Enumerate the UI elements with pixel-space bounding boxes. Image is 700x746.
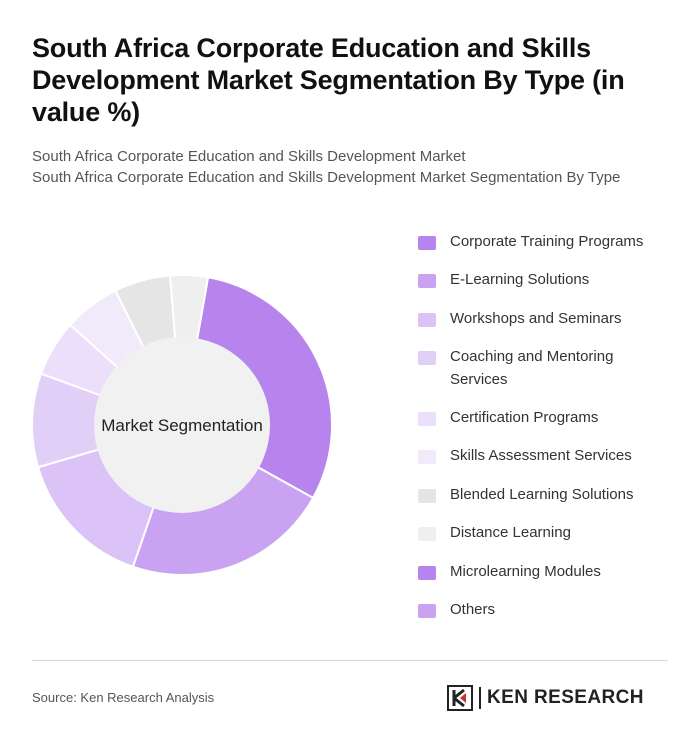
legend-item[interactable]: Distance Learning [418,521,650,544]
footer-divider [32,660,668,661]
legend-swatch [418,489,436,503]
legend-label: Microlearning Modules [450,563,601,580]
legend-swatch [418,412,436,426]
ken-research-logo[interactable]: KEN RESEARCH [447,684,669,712]
legend-label: Others [450,601,496,618]
legend-swatch [418,313,436,327]
legend-label: Distance Learning [450,524,571,541]
legend-label: Certification Programs [450,409,599,426]
legend-item[interactable]: E-Learning Solutions [418,268,650,291]
legend-label: E-Learning Solutions [450,271,590,288]
legend-swatch [418,566,436,580]
donut-chart: Market Segmentation [31,274,333,577]
legend-label: Blended Learning Solutions [450,486,634,503]
legend-label: Corporate Training Programs [450,233,644,250]
legend-swatch [418,274,436,288]
chart-subtitle: South Africa Corporate Education and Ski… [32,146,682,188]
legend-swatch [418,604,436,618]
legend-item[interactable]: Certification Programs [418,406,650,429]
legend-item[interactable]: Corporate Training Programs [418,230,650,253]
legend-item[interactable]: Others [418,598,650,621]
subtitle-line-1: South Africa Corporate Education and Ski… [32,148,466,165]
legend-swatch [418,527,436,541]
legend-label: Skills Assessment Services [450,447,632,464]
ken-research-logo-icon [447,685,473,711]
donut-center-label: Market Segmentation [101,416,263,435]
legend-item[interactable]: Skills Assessment Services [418,444,650,467]
chart-title: South Africa Corporate Education and Ski… [32,33,625,127]
legend-item[interactable]: Blended Learning Solutions [418,483,650,506]
subtitle-line-2: South Africa Corporate Education and Ski… [32,169,621,186]
legend-swatch [418,236,436,250]
legend-label: Coaching and Mentoring Services [450,348,614,388]
legend-item[interactable]: Workshops and Seminars [418,307,650,330]
logo-wordmark: KEN RESEARCH [487,687,644,708]
legend-item[interactable]: Microlearning Modules [418,560,650,583]
legend-swatch [418,351,436,365]
legend-item[interactable]: Coaching and Mentoring Services [418,345,650,391]
legend-swatch [418,450,436,464]
donut-hole [94,337,270,513]
legend-label: Workshops and Seminars [450,310,622,327]
logo-separator [479,687,481,709]
source-note: Source: Ken Research Analysis [32,690,215,705]
